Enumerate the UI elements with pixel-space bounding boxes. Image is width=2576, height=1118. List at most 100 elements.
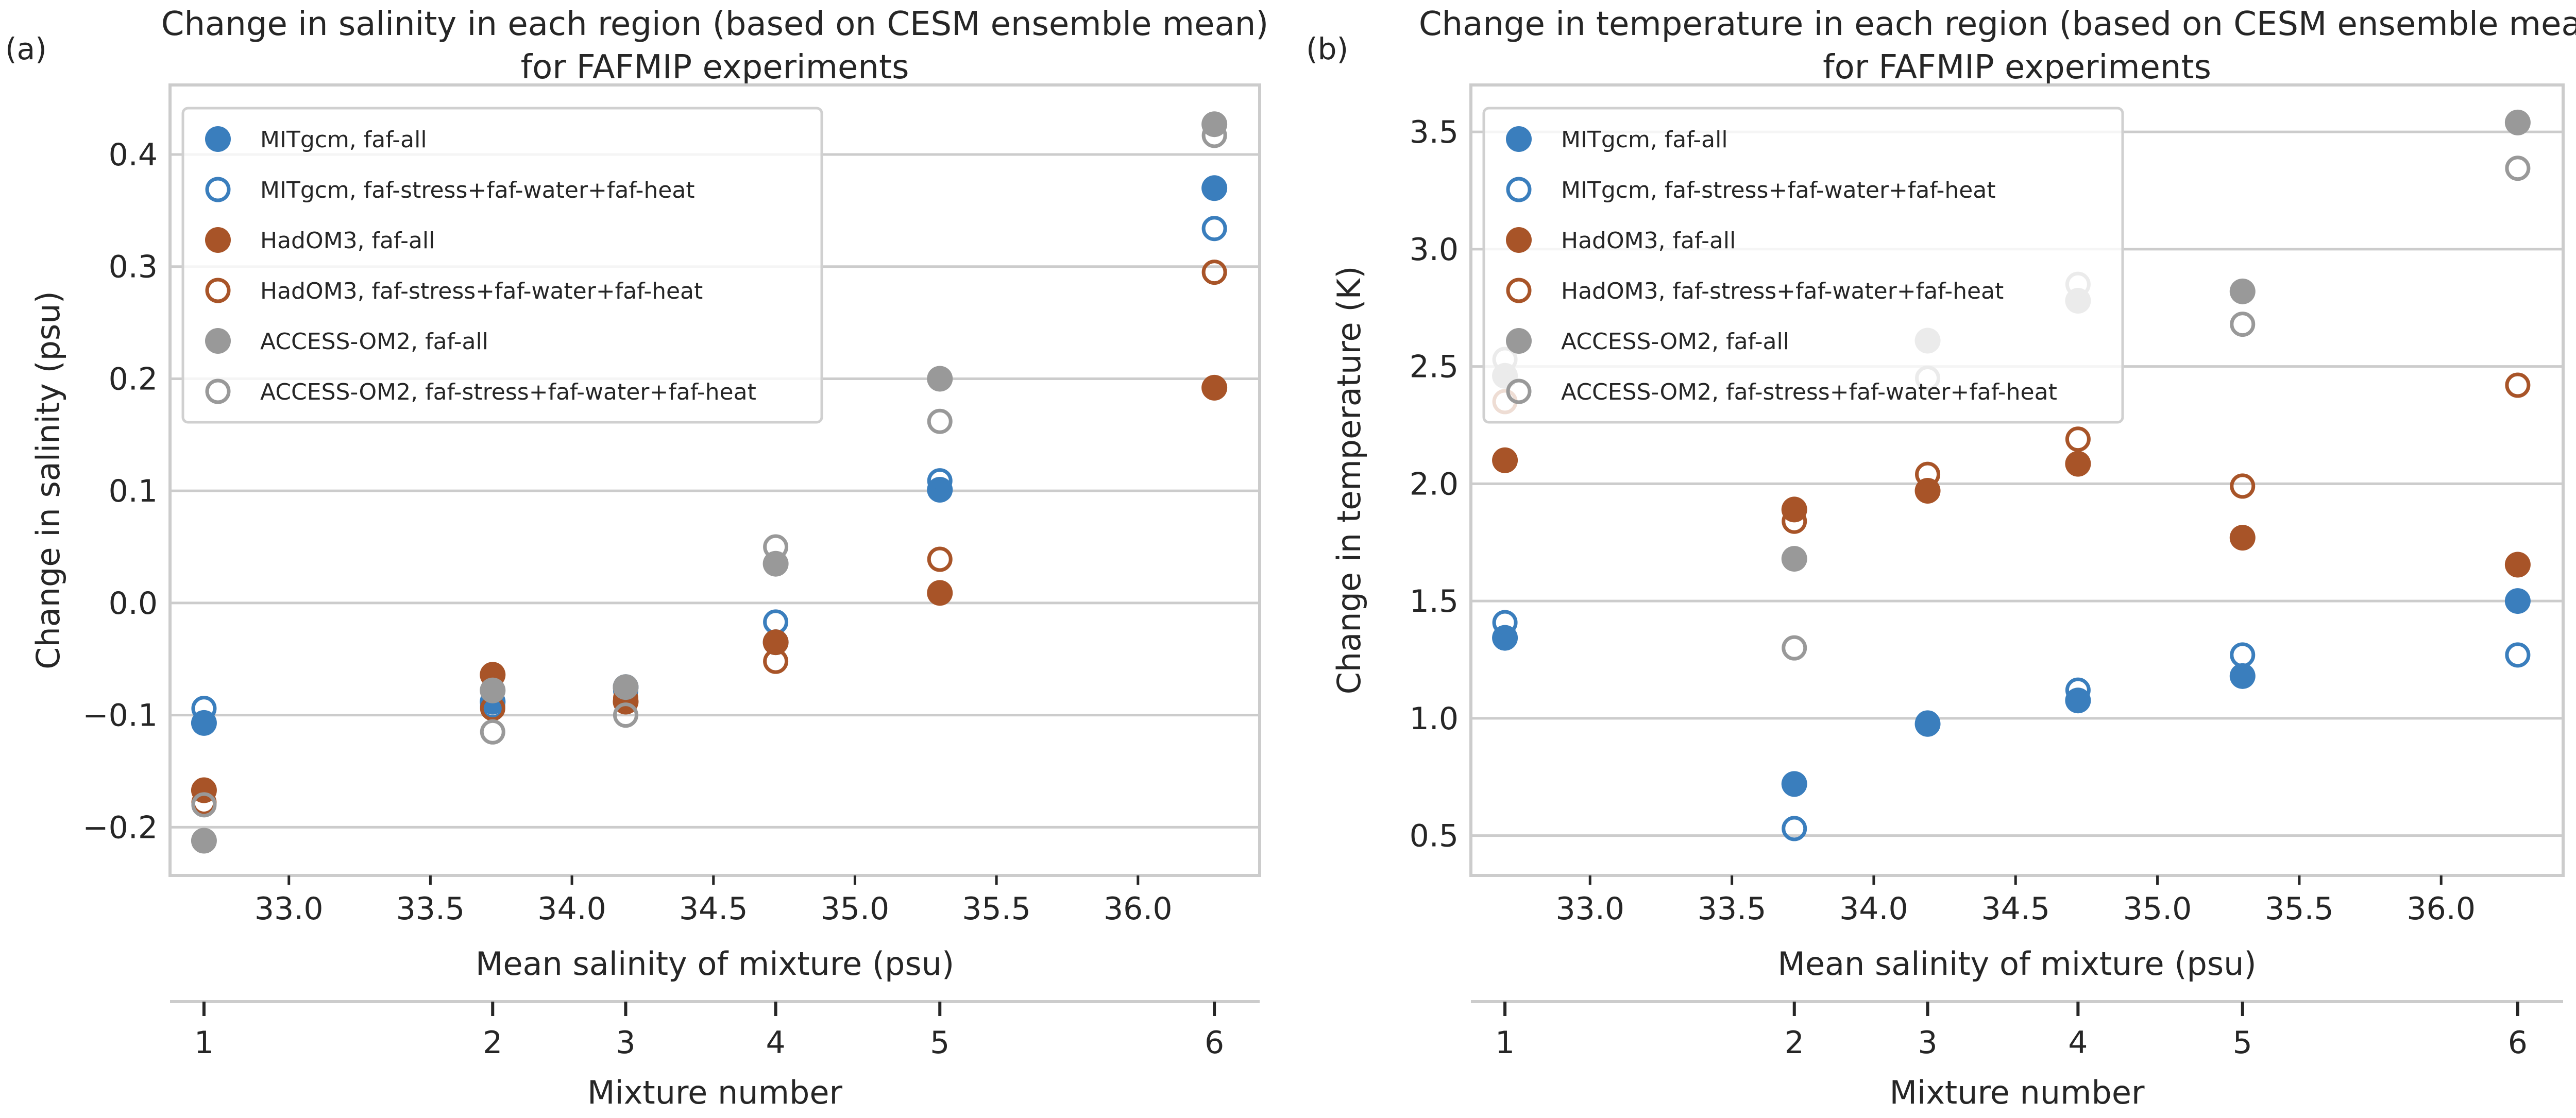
mixture-number-label: 2 xyxy=(1785,1025,1804,1061)
data-point-mitgcm-faf-stress-faf-water-faf-heat xyxy=(2065,677,2091,703)
data-point-hadom3-faf-all xyxy=(1492,447,1518,473)
panel-b: (b) Change in temperature in each region … xyxy=(1306,5,2576,1111)
data-point-hadom3-faf-all xyxy=(927,580,953,606)
x-axis-label: Mean salinity of mixture (psu) xyxy=(1777,945,2256,983)
data-point-mitgcm-faf-stress-faf-water-faf-heat xyxy=(191,696,217,721)
data-point-access-om2-faf-stress-faf-water-faf-heat xyxy=(763,534,789,560)
filled-circle-marker-icon xyxy=(1506,126,1532,152)
data-point-hadom3-faf-stress-faf-water-faf-heat xyxy=(2065,426,2091,452)
legend-label: HadOM3, faf-stress+faf-water+faf-heat xyxy=(1561,278,2004,304)
data-points xyxy=(191,111,1228,854)
x-tick-label: 33.5 xyxy=(396,891,465,927)
data-point-hadom3-faf-all xyxy=(2229,525,2256,551)
data-point-hadom3-faf-stress-faf-water-faf-heat xyxy=(1782,508,1807,534)
filled-circle-marker-icon xyxy=(205,227,231,253)
data-point-mitgcm-faf-stress-faf-water-faf-heat xyxy=(2230,642,2256,668)
mixture-number-label: 2 xyxy=(483,1025,502,1061)
legend-label: HadOM3, faf-all xyxy=(260,228,435,254)
data-point-mitgcm-faf-all xyxy=(2229,663,2256,689)
mixture-number-label: 6 xyxy=(2508,1025,2528,1061)
legend-label: ACCESS-OM2, faf-stress+faf-water+faf-hea… xyxy=(260,379,756,405)
open-circle-marker-icon xyxy=(1506,177,1532,202)
mixture-number-label: 6 xyxy=(1205,1025,1224,1061)
open-circle-marker-icon xyxy=(1506,379,1532,404)
filled-circle-marker-icon xyxy=(1506,227,1532,253)
y-axis-label: Change in temperature (K) xyxy=(1330,266,1368,695)
mixture-number-label: 1 xyxy=(1495,1025,1515,1061)
mixture-number-label: 5 xyxy=(2233,1025,2252,1061)
data-point-access-om2-faf-all xyxy=(1781,546,1807,572)
data-point-access-om2-faf-all xyxy=(613,674,639,700)
y-tick-label: −0.1 xyxy=(82,698,158,734)
panel-a: (a) Change in salinity in each region (ba… xyxy=(5,5,1268,1111)
data-point-access-om2-faf-all xyxy=(480,677,506,703)
filled-circle-marker-icon xyxy=(205,126,231,152)
x-tick-label: 35.5 xyxy=(962,891,1031,927)
data-point-mitgcm-faf-all xyxy=(927,477,953,503)
legend: MITgcm, faf-all MITgcm, faf-stress+faf-wa… xyxy=(1482,107,2124,424)
data-point-access-om2-faf-stress-faf-water-faf-heat xyxy=(1782,635,1807,661)
x-axis-label: Mean salinity of mixture (psu) xyxy=(476,945,954,983)
legend-label: ACCESS-OM2, faf-stress+faf-water+faf-hea… xyxy=(1561,379,2057,405)
data-point-mitgcm-faf-stress-faf-water-faf-heat xyxy=(1915,710,1941,736)
x-tick-label: 34.0 xyxy=(537,891,606,927)
x-tick-label: 34.0 xyxy=(1839,891,1908,927)
data-point-mitgcm-faf-stress-faf-water-faf-heat xyxy=(1492,610,1518,635)
y-tick-label: 2.0 xyxy=(1410,466,1459,502)
data-point-hadom3-faf-stress-faf-water-faf-heat xyxy=(2505,372,2531,398)
legend-label: MITgcm, faf-all xyxy=(260,127,427,153)
x-tick-label: 35.5 xyxy=(2265,891,2334,927)
data-point-access-om2-faf-stress-faf-water-faf-heat xyxy=(927,408,953,434)
panel-label: (a) xyxy=(5,31,47,66)
data-point-access-om2-faf-stress-faf-water-faf-heat xyxy=(613,702,638,728)
chart-title: Change in temperature in each region (ba… xyxy=(1419,5,2576,43)
y-tick-label: 1.5 xyxy=(1410,583,1459,620)
data-point-hadom3-faf-all xyxy=(1201,374,1228,401)
y-tick-label: 3.5 xyxy=(1410,114,1459,150)
data-point-access-om2-faf-stress-faf-water-faf-heat xyxy=(2230,312,2256,337)
y-tick-label: 0.4 xyxy=(109,137,158,173)
chart-title-line2: for FAFMIP experiments xyxy=(1823,48,2211,87)
x-tick-label: 33.0 xyxy=(1555,891,1624,927)
data-point-access-om2-faf-all xyxy=(2229,278,2256,304)
legend-box xyxy=(181,107,823,424)
y-tick-label: 1.0 xyxy=(1410,701,1459,737)
data-point-access-om2-faf-all xyxy=(191,828,217,854)
data-point-hadom3-faf-stress-faf-water-faf-heat xyxy=(763,648,789,674)
data-point-mitgcm-faf-stress-faf-water-faf-heat xyxy=(2505,642,2531,668)
chart-title-line2: for FAFMIP experiments xyxy=(521,48,909,87)
data-point-mitgcm-faf-stress-faf-water-faf-heat xyxy=(927,468,953,494)
x-tick-label: 35.0 xyxy=(821,891,890,927)
x-tick-label: 33.5 xyxy=(1698,891,1767,927)
mixture-number-label: 3 xyxy=(616,1025,635,1061)
legend-label: ACCESS-OM2, faf-all xyxy=(1561,329,1789,355)
data-point-hadom3-faf-stress-faf-water-faf-heat xyxy=(2230,473,2256,499)
data-point-mitgcm-faf-all xyxy=(2504,588,2531,614)
legend-label: HadOM3, faf-stress+faf-water+faf-heat xyxy=(260,278,703,304)
data-point-mitgcm-faf-all xyxy=(1201,175,1228,201)
x-tick-label: 34.5 xyxy=(679,891,748,927)
data-point-hadom3-faf-all xyxy=(762,629,789,656)
legend-label: MITgcm, faf-all xyxy=(1561,127,1728,153)
mixture-number-label: 4 xyxy=(2068,1025,2088,1061)
y-tick-label: 2.5 xyxy=(1410,349,1459,385)
mixture-number-label: 5 xyxy=(930,1025,950,1061)
y-tick-label: 0.5 xyxy=(1410,818,1459,854)
open-circle-marker-icon xyxy=(205,177,231,202)
data-point-access-om2-faf-stress-faf-water-faf-heat xyxy=(191,792,217,818)
open-circle-marker-icon xyxy=(205,278,231,303)
legend-box xyxy=(1482,107,2124,424)
x-tick-label: 33.0 xyxy=(255,891,324,927)
x-tick-label: 35.0 xyxy=(2123,891,2192,927)
panel-label: (b) xyxy=(1306,31,1348,66)
data-point-access-om2-faf-all xyxy=(2504,109,2531,135)
mixture-number-label: 3 xyxy=(1918,1025,1937,1061)
chart-title: Change in salinity in each region (based… xyxy=(161,5,1268,43)
data-point-access-om2-faf-stress-faf-water-faf-heat xyxy=(1201,123,1227,148)
data-point-hadom3-faf-stress-faf-water-faf-heat xyxy=(1915,461,1941,487)
data-point-access-om2-faf-all xyxy=(927,366,953,392)
y-axis-label: Change in salinity (psu) xyxy=(29,291,67,669)
y-tick-label: 0.1 xyxy=(109,473,158,509)
mixture-number-label: 4 xyxy=(766,1025,786,1061)
